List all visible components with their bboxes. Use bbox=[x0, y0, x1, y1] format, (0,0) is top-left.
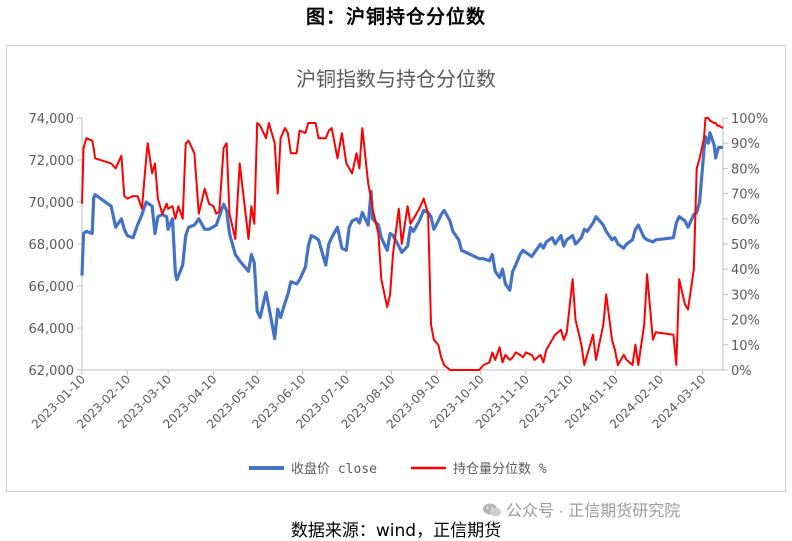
watermark-text: 公众号 · 正信期货研究院 bbox=[506, 503, 681, 520]
y-right-tick-label: 100% bbox=[731, 112, 768, 127]
watermark: 公众号 · 正信期货研究院 bbox=[482, 497, 680, 521]
series-line-percentile bbox=[81, 117, 724, 371]
y-left-tick-label: 68,000 bbox=[29, 238, 75, 253]
wechat-icon bbox=[483, 503, 501, 517]
y-right-tick-label: 80% bbox=[731, 162, 760, 177]
y-right-tick-label: 0% bbox=[731, 364, 752, 379]
y-right-tick-label: 10% bbox=[731, 339, 760, 354]
source-note: 数据来源：wind，正信期货 bbox=[290, 521, 502, 541]
y-left-tick-label: 72,000 bbox=[29, 154, 75, 169]
y-left-tick-label: 64,000 bbox=[29, 322, 75, 337]
figure-caption: 图：沪铜持仓分位数 bbox=[305, 6, 486, 28]
y-left-tick-label: 74,000 bbox=[29, 112, 75, 127]
y-left-tick-label: 62,000 bbox=[29, 364, 75, 379]
y-right-tick-label: 30% bbox=[731, 288, 760, 303]
series-line-close bbox=[80, 131, 723, 341]
chart-title: 沪铜指数与持仓分位数 bbox=[296, 67, 496, 91]
y-left-tick-label: 66,000 bbox=[29, 280, 75, 295]
legend: 收盘价 close 持仓量分位数 % bbox=[249, 461, 547, 477]
y-right-tick-label: 50% bbox=[731, 238, 760, 253]
y-right-tick-label: 60% bbox=[731, 213, 760, 228]
y-right-tick-label: 90% bbox=[731, 137, 760, 152]
y-right-tick-label: 70% bbox=[731, 188, 760, 203]
y-left-tick-label: 70,000 bbox=[29, 196, 75, 211]
chart-frame: 沪铜指数与持仓分位数 62,000 64,000 66,000 68,000 70,00… bbox=[6, 45, 786, 492]
legend-label: 收盘价 close bbox=[291, 461, 377, 477]
chart-svg: 沪铜指数与持仓分位数 62,000 64,000 66,000 68,000 70,00… bbox=[29, 67, 769, 477]
y-right-tick-label: 40% bbox=[731, 263, 760, 278]
y-right-tick-label: 20% bbox=[731, 314, 760, 329]
plot-area: 62,000 64,000 66,000 68,000 70,000 72,000 74,0… bbox=[29, 112, 769, 431]
legend-label: 持仓量分位数 % bbox=[453, 462, 547, 477]
